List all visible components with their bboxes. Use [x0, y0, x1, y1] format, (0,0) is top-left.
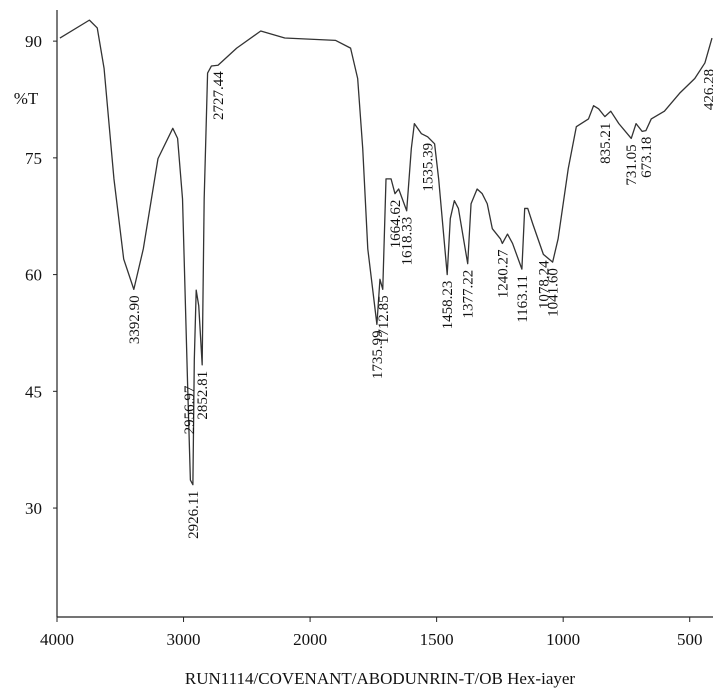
peak-label: 1618.33: [400, 217, 416, 266]
peak-label: 2852.81: [195, 371, 211, 420]
x-axis-label: RUN1114/COVENANT/ABODUNRIN-T/OB Hex-iaye…: [185, 669, 576, 688]
peak-label: 1377.22: [461, 270, 477, 319]
x-tick-label: 3000: [167, 630, 201, 649]
peak-label: 3392.90: [127, 295, 143, 344]
y-tick-label: 75: [25, 149, 42, 168]
peak-label: 673.18: [639, 137, 655, 178]
x-tick-label: 1000: [546, 630, 580, 649]
peak-label: 1163.11: [515, 275, 531, 323]
y-tick-label: 90: [25, 32, 42, 51]
peak-label: 731.05: [624, 144, 640, 185]
spectrum-line: [59, 19, 713, 486]
y-tick-label: 60: [25, 266, 42, 285]
x-tick-label: 500: [677, 630, 703, 649]
peak-label: 1458.23: [440, 281, 456, 330]
y-tick-label: 30: [25, 499, 42, 518]
peak-label: 1041.60: [546, 268, 562, 317]
x-tick-label: 4000: [40, 630, 74, 649]
peak-label: 1078.24: [536, 260, 552, 309]
x-tick-label: 2000: [293, 630, 327, 649]
peak-label: 1240.27: [495, 249, 511, 298]
peak-label: 1712.85: [376, 295, 392, 344]
peak-label: 2956.97: [182, 385, 198, 434]
y-tick-label: 45: [25, 382, 42, 401]
peak-label: 835.21: [598, 123, 614, 164]
peak-label: 1735.99: [370, 330, 386, 379]
peak-label: 426.28: [701, 69, 713, 110]
peak-label: 2727.44: [211, 71, 227, 120]
x-tick-label: 1500: [420, 630, 454, 649]
peak-label: 2926.11: [186, 491, 202, 539]
peak-label: 1535.39: [421, 143, 437, 192]
peak-label: 1664.62: [388, 200, 404, 249]
y-axis-label: %T: [14, 89, 39, 108]
